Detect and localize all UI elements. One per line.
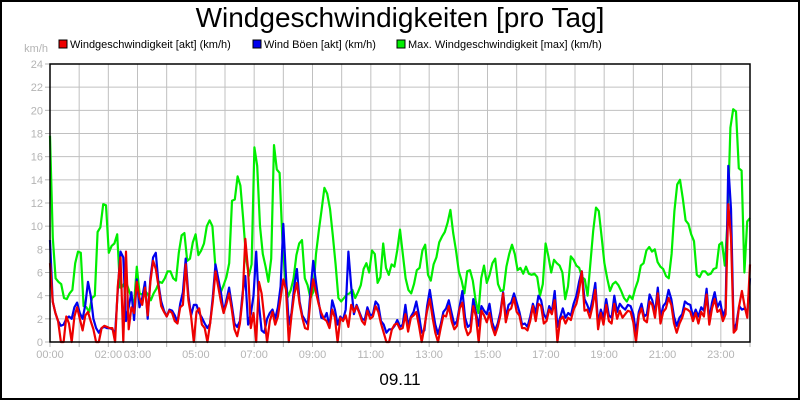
x-tick-label: 13:00 — [415, 349, 443, 361]
legend-swatch-green — [396, 39, 406, 49]
y-tick-label: 2 — [37, 314, 43, 326]
y-tick-label: 24 — [31, 59, 43, 71]
y-tick-label: 10 — [31, 221, 43, 233]
y-tick-label: 4 — [37, 291, 43, 303]
x-tick-label: 15:00 — [474, 349, 502, 361]
x-tick-label: 02:00 — [95, 349, 123, 361]
x-tick-label: 00:00 — [36, 349, 64, 361]
legend-item-gusts: Wind Böen [akt] (km/h) — [252, 39, 376, 51]
legend-label-max-speed: Max. Windgeschwindigkeit [max] (km/h) — [408, 39, 602, 51]
y-tick-label: 0 — [37, 337, 43, 349]
plot-area-border — [49, 63, 751, 343]
y-tick-label: 8 — [37, 244, 43, 256]
legend-item-current-speed: Windgeschwindigkeit [akt] (km/h) — [58, 39, 231, 51]
x-axis-ticks: 00:00 02:00 03:00 05:00 07:00 09:00 11:00 13:00… — [36, 342, 751, 361]
x-tick-label: 17:00 — [532, 349, 560, 361]
x-tick-label: 05:00 — [182, 349, 210, 361]
x-tick-label: 09:00 — [299, 349, 327, 361]
legend-label-gusts: Wind Böen [akt] (km/h) — [264, 39, 376, 51]
y-tick-label: 20 — [31, 105, 43, 117]
x-tick-label: 23:00 — [707, 349, 735, 361]
y-tick-label: 6 — [37, 268, 43, 280]
y-tick-label: 12 — [31, 198, 43, 210]
series-current-speed-line — [48, 203, 752, 344]
x-axis-date-label: 09.11 — [379, 370, 420, 389]
legend-label-current-speed: Windgeschwindigkeit [akt] (km/h) — [70, 39, 231, 51]
y-tick-label: 14 — [31, 175, 43, 187]
y-tick-label: 18 — [31, 129, 43, 141]
legend-item-max-speed: Max. Windgeschwindigkeit [max] (km/h) — [396, 39, 602, 51]
y-tick-label: 22 — [31, 82, 43, 94]
legend-swatch-blue — [252, 39, 262, 49]
x-tick-label: 11:00 — [357, 349, 384, 361]
x-tick-label: 19:00 — [590, 349, 618, 361]
legend-swatch-red — [58, 39, 68, 49]
y-tick-label: 16 — [31, 152, 43, 164]
grid-lines — [50, 64, 750, 342]
legend: Windgeschwindigkeit [akt] (km/h) Wind Bö… — [58, 39, 602, 51]
y-axis-unit: km/h — [24, 43, 48, 55]
x-tick-label: 21:00 — [649, 349, 677, 361]
data-series — [48, 108, 752, 344]
series-max-speed-line — [48, 108, 751, 315]
x-tick-label: 07:00 — [240, 349, 268, 361]
chart-title: Windgeschwindigkeiten [pro Tag] — [196, 2, 605, 33]
x-tick-label: 03:00 — [124, 349, 152, 361]
